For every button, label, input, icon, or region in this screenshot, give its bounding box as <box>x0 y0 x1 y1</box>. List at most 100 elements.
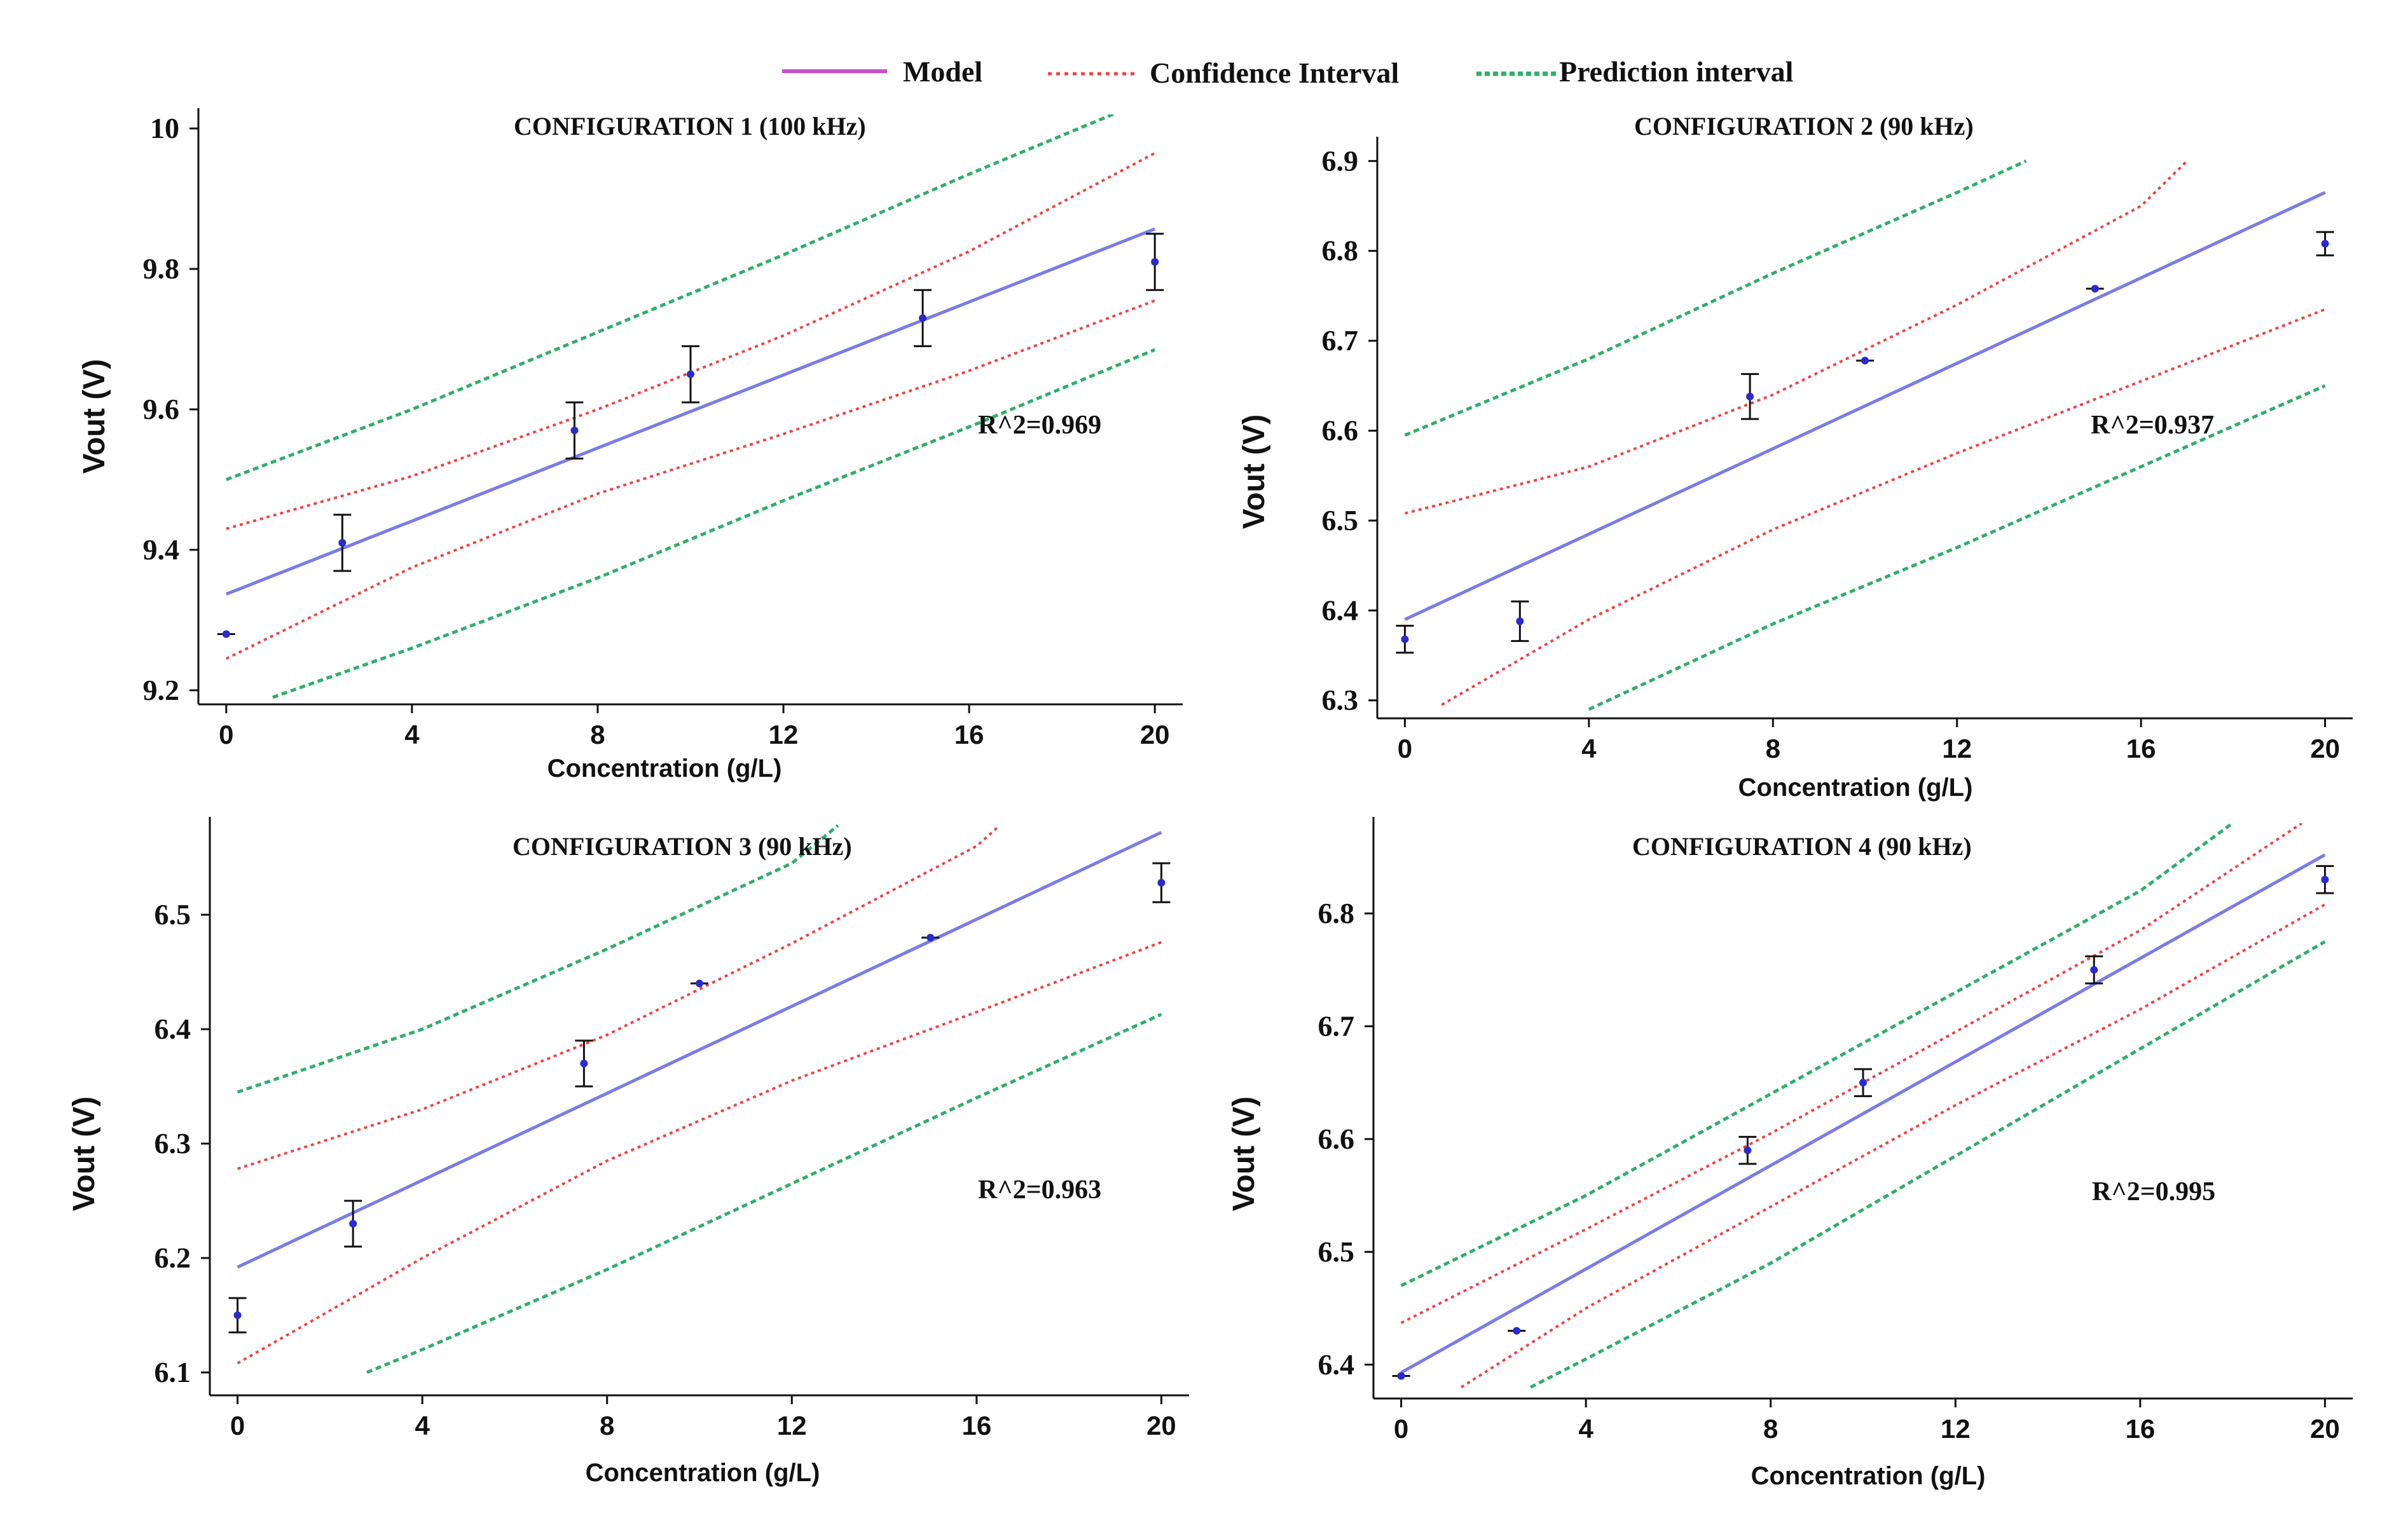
data-point <box>570 427 579 435</box>
x-axis-label: Concentration (g/L) <box>586 1459 820 1487</box>
y-tick-label: 6.6 <box>1318 1123 1355 1155</box>
x-axis-label: Concentration (g/L) <box>1751 1462 1986 1490</box>
x-tick-label: 12 <box>777 1411 807 1440</box>
y-tick-label: 6.4 <box>1318 1348 1355 1381</box>
x-tick-label: 20 <box>2310 1414 2340 1444</box>
x-tick-label: 16 <box>2126 734 2156 763</box>
x-tick-label: 8 <box>1763 1414 1778 1444</box>
y-tick-label: 6.8 <box>1322 235 1359 267</box>
data-point <box>1746 392 1754 400</box>
data-point <box>1513 1327 1521 1335</box>
r-squared-annotation: R^2=0.969 <box>978 411 1101 440</box>
model-line <box>1404 191 2326 621</box>
y-tick-label: 10 <box>150 112 179 144</box>
y-tick-label: 9.8 <box>143 252 180 285</box>
x-tick-label: 12 <box>1942 734 1972 763</box>
y-tick-label: 6.4 <box>155 1013 191 1045</box>
chart-configuration-2: 6.3 6.4 6.5 6.6 6.7 6.8 6.9 0 4 8 12 16 20 CONFIGURA… <box>1237 112 2353 802</box>
x-tick-label: 4 <box>415 1411 430 1440</box>
data-point <box>2321 875 2329 884</box>
x-axis-label: Concentration (g/L) <box>547 755 782 783</box>
y-axis-label: Vout (V) <box>78 359 111 474</box>
model-line <box>237 831 1162 1269</box>
x-tick-label: 8 <box>590 720 605 749</box>
y-tick-label: 6.5 <box>1322 504 1359 537</box>
data-point <box>696 980 703 987</box>
legend-prediction-label: Prediction interval <box>1559 55 1793 88</box>
y-tick-label: 9.2 <box>143 674 180 706</box>
data-point <box>687 370 694 378</box>
y-tick-label: 6.5 <box>155 898 191 931</box>
prediction-interval-lower <box>366 1013 1162 1374</box>
chart-title: CONFIGURATION 3 (90 kHz) <box>513 832 852 861</box>
data-point <box>1157 879 1166 887</box>
x-tick-label: 4 <box>1578 1414 1593 1444</box>
data-point <box>222 630 230 638</box>
data-point <box>580 1060 588 1067</box>
data-point <box>2321 240 2329 248</box>
x-tick-label: 0 <box>230 1411 245 1440</box>
x-axis-label: Concentration (g/L) <box>1738 774 1973 802</box>
y-tick-label: 6.2 <box>155 1241 191 1274</box>
y-tick-label: 6.5 <box>1318 1235 1355 1268</box>
chart-title: CONFIGURATION 1 (100 kHz) <box>514 112 866 140</box>
y-tick-label: 6.7 <box>1322 324 1359 357</box>
y-tick-label: 6.8 <box>1318 897 1355 929</box>
y-axis-label: Vout (V) <box>67 1097 101 1211</box>
legend-model-label: Model <box>903 55 982 88</box>
x-tick-label: 20 <box>2310 734 2340 763</box>
x-tick-label: 12 <box>769 720 799 749</box>
y-tick-label: 6.1 <box>155 1356 191 1388</box>
data-point <box>1401 635 1409 643</box>
prediction-interval-upper <box>1404 160 2027 437</box>
prediction-interval-upper <box>237 824 839 1094</box>
data-point <box>1151 258 1159 266</box>
r-squared-annotation: R^2=0.995 <box>2092 1177 2215 1207</box>
x-tick-label: 20 <box>1140 720 1170 749</box>
x-tick-label: 12 <box>1941 1414 1971 1444</box>
data-point <box>1859 1079 1867 1087</box>
y-tick-label: 6.7 <box>1318 1009 1355 1042</box>
y-tick-label: 9.4 <box>143 533 180 566</box>
y-tick-label: 9.6 <box>143 393 180 425</box>
r-squared-annotation: R^2=0.937 <box>2091 411 2214 440</box>
y-tick-label: 6.3 <box>155 1127 191 1159</box>
y-tick-label: 6.3 <box>1322 684 1359 716</box>
y-tick-label: 6.6 <box>1322 414 1359 447</box>
y-axis-label: Vout (V) <box>1237 414 1271 529</box>
data-point <box>926 934 935 941</box>
data-point <box>1516 617 1524 626</box>
x-tick-label: 0 <box>219 720 233 749</box>
y-tick-label: 6.9 <box>1322 144 1359 177</box>
data-point <box>2091 285 2099 293</box>
model-line <box>1400 853 2326 1374</box>
x-tick-label: 16 <box>2125 1414 2155 1444</box>
chart-configuration-1: 9.2 9.4 9.6 9.8 10 0 4 8 12 16 20 CONFIGURATION 1 … <box>78 108 1183 783</box>
data-point <box>1861 357 1869 365</box>
legend-confidence-label: Confidence Interval <box>1150 57 1399 89</box>
prediction-interval-lower <box>1588 384 2326 711</box>
data-point <box>349 1220 357 1228</box>
y-axis-label: Vout (V) <box>1227 1097 1261 1211</box>
data-point <box>919 314 927 322</box>
data-point <box>2090 966 2098 974</box>
confidence-interval-lower <box>237 941 1162 1365</box>
confidence-interval-upper <box>237 824 1001 1170</box>
confidence-interval-lower <box>225 299 1155 660</box>
x-tick-label: 4 <box>1581 734 1597 763</box>
legend: Model Confidence Interval Prediction int… <box>782 55 1793 89</box>
confidence-interval-upper <box>1404 160 2188 515</box>
x-tick-label: 4 <box>404 720 420 749</box>
x-tick-label: 8 <box>1766 734 1780 763</box>
data-point <box>338 538 347 547</box>
confidence-interval-lower <box>1441 308 2326 706</box>
confidence-interval-lower <box>1460 903 2326 1388</box>
x-tick-label: 0 <box>1398 734 1412 763</box>
x-tick-label: 8 <box>600 1411 614 1440</box>
model-line <box>225 227 1156 596</box>
chart-configuration-3: 6.1 6.2 6.3 6.4 6.5 0 4 8 12 16 20 CONFIGURATION 3… <box>67 817 1189 1487</box>
x-tick-label: 16 <box>954 720 984 749</box>
r-squared-annotation: R^2=0.963 <box>978 1175 1101 1205</box>
data-point <box>1744 1146 1752 1154</box>
